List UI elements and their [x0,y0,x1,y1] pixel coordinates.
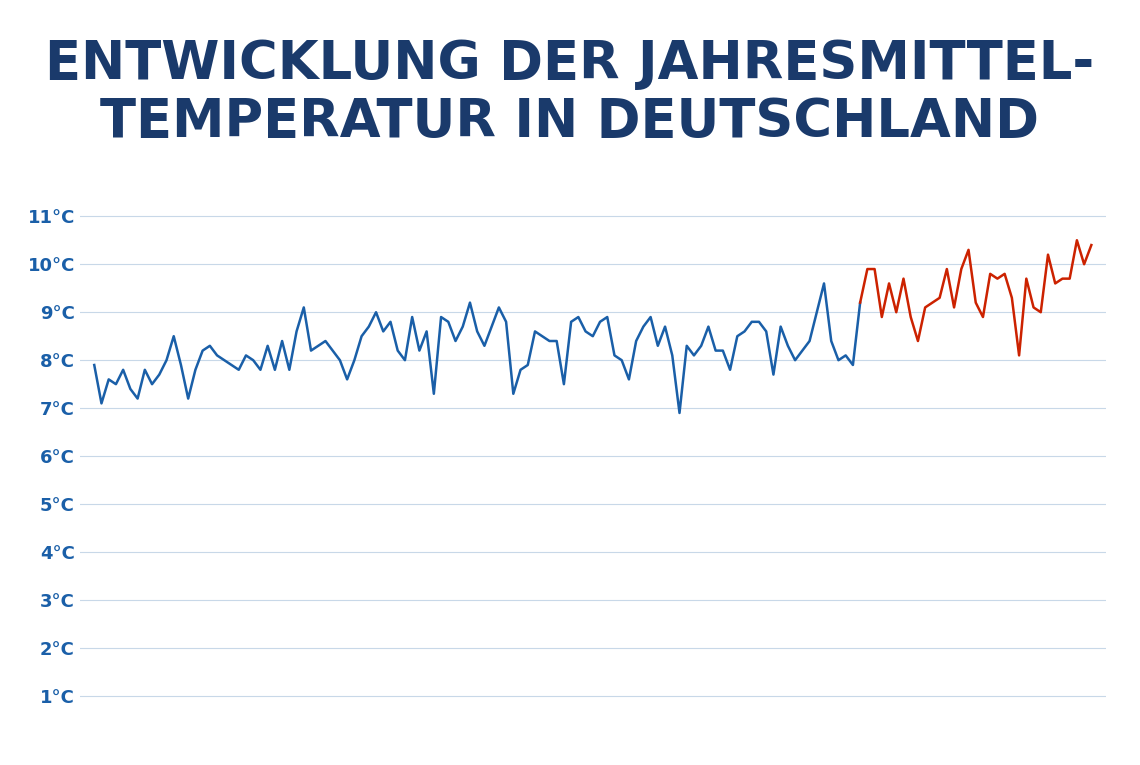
Text: TEMPERATUR IN DEUTSCHLAND: TEMPERATUR IN DEUTSCHLAND [100,96,1040,148]
Text: ENTWICKLUNG DER JAHRESMITTEL-: ENTWICKLUNG DER JAHRESMITTEL- [46,38,1094,90]
